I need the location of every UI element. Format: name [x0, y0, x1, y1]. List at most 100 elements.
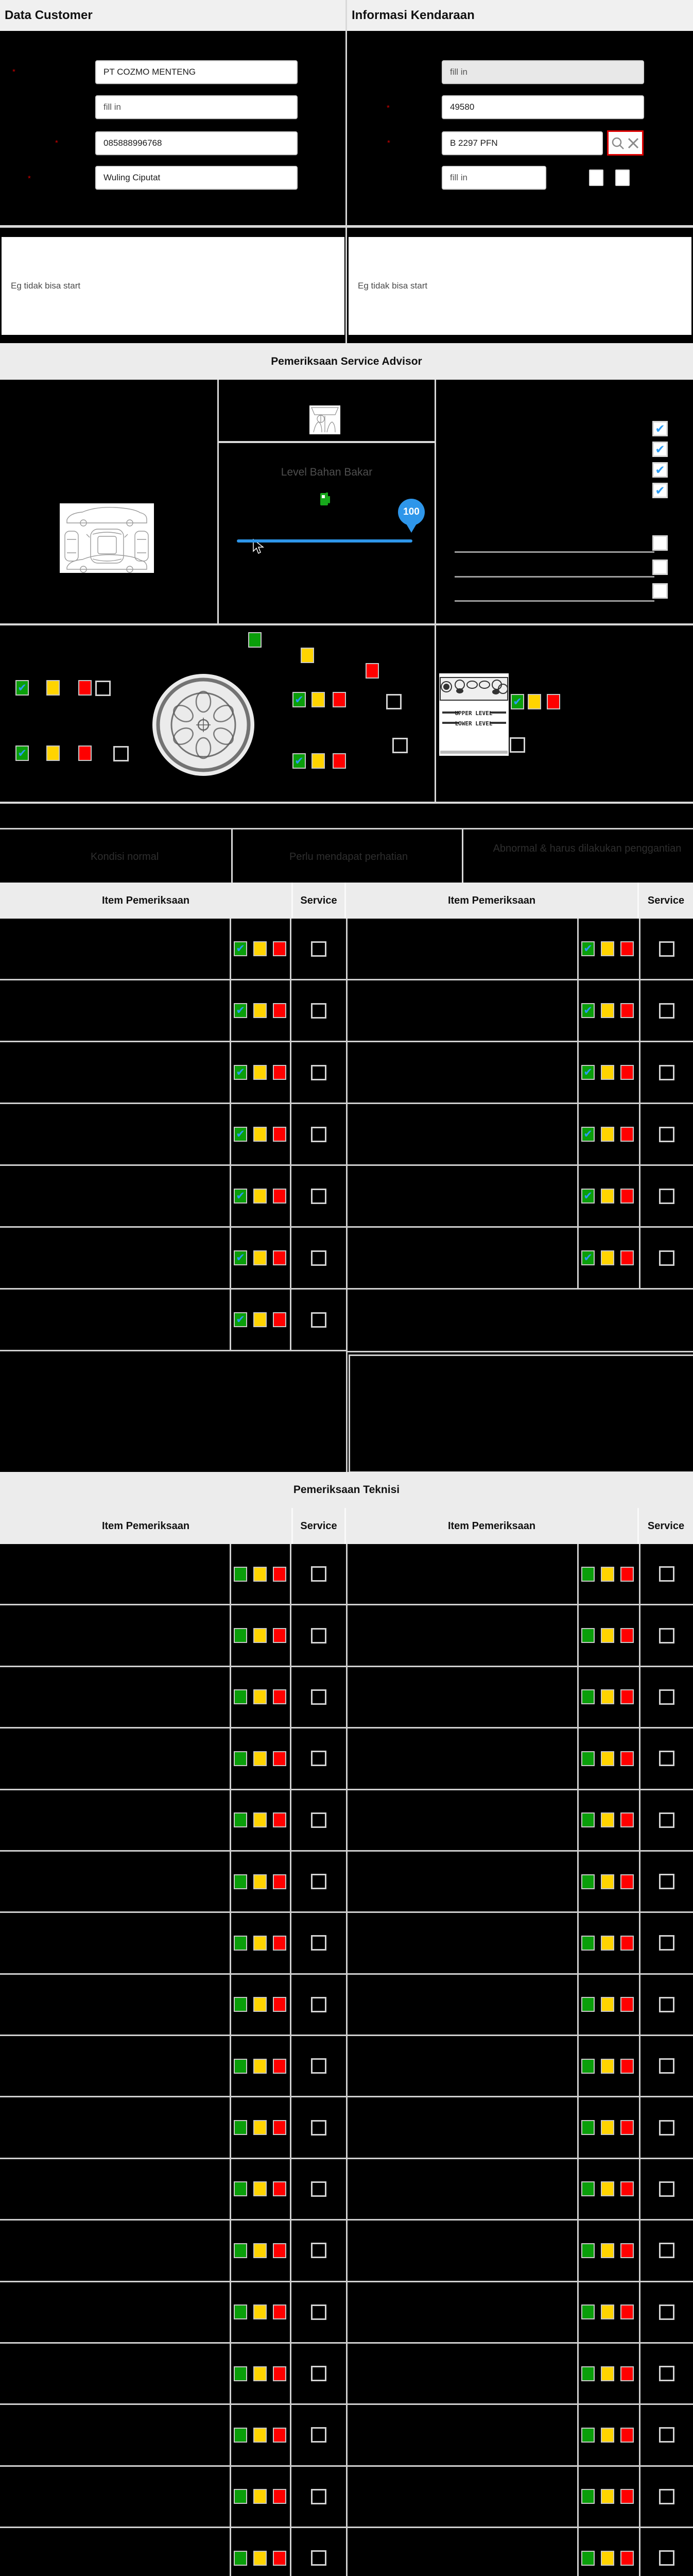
advisor-check-item-checkbox[interactable]: ✔: [652, 462, 668, 478]
customer-branch-input[interactable]: [95, 166, 298, 190]
tire-red-checkbox[interactable]: [78, 745, 92, 761]
fuel-slider[interactable]: [237, 539, 412, 543]
yellow-status-checkbox[interactable]: [301, 648, 314, 663]
red-status-checkbox[interactable]: [273, 2489, 286, 2504]
red-status-checkbox[interactable]: [620, 2550, 634, 2566]
green-status-checkbox[interactable]: ✔: [234, 1312, 247, 1327]
red-status-checkbox[interactable]: [273, 1628, 286, 1643]
tire-yellow-checkbox[interactable]: [311, 753, 325, 769]
service-checkbox[interactable]: [311, 1312, 326, 1328]
red-status-checkbox[interactable]: [620, 2058, 634, 2074]
green-status-checkbox[interactable]: [581, 2058, 595, 2074]
service-checkbox[interactable]: [311, 2550, 326, 2566]
service-checkbox[interactable]: [311, 1566, 326, 1582]
red-status-checkbox[interactable]: [620, 1566, 634, 1582]
green-status-checkbox[interactable]: [581, 2181, 595, 2197]
service-checkbox[interactable]: [311, 2181, 326, 2197]
service-checkbox[interactable]: [311, 1250, 326, 1266]
service-checkbox[interactable]: [311, 1751, 326, 1767]
red-status-checkbox[interactable]: [273, 941, 286, 956]
red-status-checkbox[interactable]: [273, 2550, 286, 2566]
yellow-status-checkbox[interactable]: [601, 2120, 614, 2136]
green-status-checkbox[interactable]: [581, 1935, 595, 1951]
advisor-notes-box[interactable]: [349, 1354, 693, 1473]
yellow-status-checkbox[interactable]: [601, 1689, 614, 1705]
service-checkbox[interactable]: [311, 2488, 326, 2504]
yellow-status-checkbox[interactable]: [253, 1874, 267, 1889]
green-status-checkbox[interactable]: [581, 1566, 595, 1582]
yellow-status-checkbox[interactable]: [253, 1566, 267, 1582]
yellow-status-checkbox[interactable]: [601, 1935, 614, 1951]
red-status-checkbox[interactable]: [273, 1312, 286, 1327]
service-checkbox[interactable]: [659, 2120, 674, 2136]
red-status-checkbox[interactable]: [620, 1628, 634, 1643]
tire-service-checkbox[interactable]: [392, 738, 408, 753]
yellow-status-checkbox[interactable]: [253, 1812, 267, 1828]
service-checkbox[interactable]: [659, 2243, 674, 2259]
car-damage-diagram[interactable]: [60, 503, 154, 573]
yellow-status-checkbox[interactable]: [601, 1065, 614, 1080]
green-status-checkbox[interactable]: [234, 2427, 247, 2443]
green-status-checkbox[interactable]: [581, 1997, 595, 2012]
green-status-checkbox[interactable]: [234, 2181, 247, 2197]
advisor-other-item-checkbox[interactable]: [652, 535, 668, 551]
advisor-other-item-underline[interactable]: [455, 551, 654, 553]
green-status-checkbox[interactable]: ✔: [234, 1003, 247, 1018]
yellow-status-checkbox[interactable]: [253, 2120, 267, 2136]
red-status-checkbox[interactable]: [273, 2304, 286, 2320]
tire-yellow-checkbox[interactable]: [311, 692, 325, 707]
customer-name-input[interactable]: [95, 60, 298, 84]
red-status-checkbox[interactable]: [273, 1250, 286, 1265]
yellow-status-checkbox[interactable]: [601, 2304, 614, 2320]
yellow-status-checkbox[interactable]: [253, 2427, 267, 2443]
red-status-checkbox[interactable]: [273, 1997, 286, 2012]
tire-green-checkbox[interactable]: ✔: [15, 745, 29, 761]
green-status-checkbox[interactable]: ✔: [581, 1250, 595, 1265]
red-status-checkbox[interactable]: [620, 1127, 634, 1142]
yellow-status-checkbox[interactable]: [601, 1003, 614, 1018]
red-status-checkbox[interactable]: [620, 2304, 634, 2320]
service-checkbox[interactable]: [659, 1812, 674, 1828]
green-status-checkbox[interactable]: [234, 1812, 247, 1828]
green-status-checkbox[interactable]: ✔: [234, 1250, 247, 1265]
service-checkbox[interactable]: [311, 2243, 326, 2259]
tire-service-checkbox[interactable]: [95, 681, 111, 696]
green-status-checkbox[interactable]: [581, 2427, 595, 2443]
red-status-checkbox[interactable]: [273, 2120, 286, 2136]
red-status-checkbox[interactable]: [273, 1751, 286, 1766]
green-status-checkbox[interactable]: [234, 2304, 247, 2320]
service-checkbox[interactable]: [659, 1003, 674, 1019]
green-status-checkbox[interactable]: [581, 2120, 595, 2136]
yellow-status-checkbox[interactable]: [253, 1250, 267, 1265]
yellow-status-checkbox[interactable]: [253, 2181, 267, 2197]
tire-service-checkbox[interactable]: [113, 746, 129, 761]
service-checkbox[interactable]: [311, 1126, 326, 1142]
red-status-checkbox[interactable]: [273, 1003, 286, 1018]
yellow-status-checkbox[interactable]: [601, 1566, 614, 1582]
vehicle-field-4-input[interactable]: [442, 166, 546, 190]
advisor-other-item-underline[interactable]: [455, 600, 654, 602]
yellow-status-checkbox[interactable]: [601, 1250, 614, 1265]
service-checkbox[interactable]: [659, 2304, 674, 2320]
service-checkbox[interactable]: [659, 1188, 674, 1204]
yellow-status-checkbox[interactable]: [601, 2489, 614, 2504]
service-checkbox[interactable]: [659, 1751, 674, 1767]
service-checkbox[interactable]: [659, 1126, 674, 1142]
green-status-checkbox[interactable]: [234, 1689, 247, 1705]
service-checkbox[interactable]: [311, 1689, 326, 1705]
red-status-checkbox[interactable]: [620, 1689, 634, 1705]
red-status-checkbox[interactable]: [273, 2427, 286, 2443]
tire-red-checkbox[interactable]: [333, 692, 346, 707]
red-status-checkbox[interactable]: [273, 1189, 286, 1204]
green-status-checkbox[interactable]: ✔: [234, 1189, 247, 1204]
service-checkbox[interactable]: [311, 1628, 326, 1643]
service-checkbox[interactable]: [311, 2427, 326, 2443]
yellow-status-checkbox[interactable]: [601, 1874, 614, 1889]
plate-search-button[interactable]: [607, 130, 644, 156]
yellow-status-checkbox[interactable]: [253, 1628, 267, 1643]
red-status-checkbox[interactable]: [620, 1003, 634, 1018]
service-checkbox[interactable]: [659, 1874, 674, 1890]
tire-red-checkbox[interactable]: [78, 680, 92, 696]
green-status-checkbox[interactable]: [234, 2120, 247, 2136]
red-status-checkbox[interactable]: [620, 2427, 634, 2443]
